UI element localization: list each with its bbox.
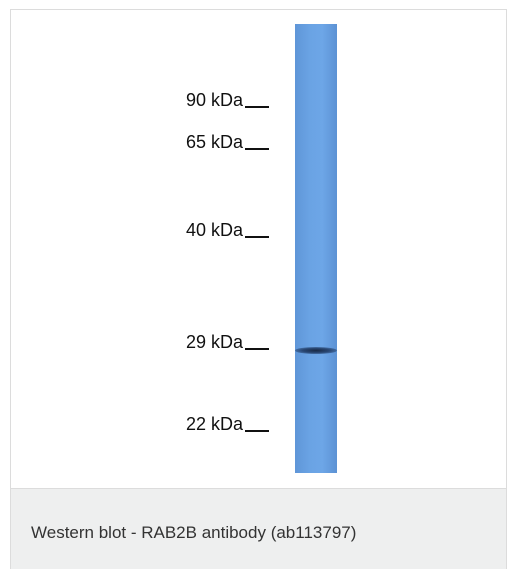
marker-tick (245, 148, 270, 150)
marker-label: 65 kDa (186, 132, 244, 152)
marker-label: 90 kDa (186, 90, 244, 110)
marker-90-kda: 90 kDa (186, 90, 270, 111)
figure-card: 90 kDa 65 kDa 40 kDa 29 kDa 22 kDa Weste… (10, 9, 507, 569)
marker-label: 22 kDa (186, 414, 244, 434)
marker-label: 40 kDa (186, 220, 244, 240)
marker-40-kda: 40 kDa (186, 220, 270, 241)
figure-caption: Western blot - RAB2B antibody (ab113797) (31, 523, 357, 542)
marker-tick (245, 348, 270, 350)
marker-29-kda: 29 kDa (186, 332, 270, 353)
marker-tick (245, 430, 270, 432)
western-blot-image: 90 kDa 65 kDa 40 kDa 29 kDa 22 kDa (11, 10, 506, 488)
caption-bar: Western blot - RAB2B antibody (ab113797) (11, 488, 506, 569)
marker-65-kda: 65 kDa (186, 132, 270, 153)
blot-lane (295, 24, 337, 473)
marker-label: 29 kDa (186, 332, 244, 352)
marker-22-kda: 22 kDa (186, 414, 270, 435)
protein-band (295, 347, 337, 354)
marker-tick (245, 236, 270, 238)
marker-tick (245, 106, 270, 108)
